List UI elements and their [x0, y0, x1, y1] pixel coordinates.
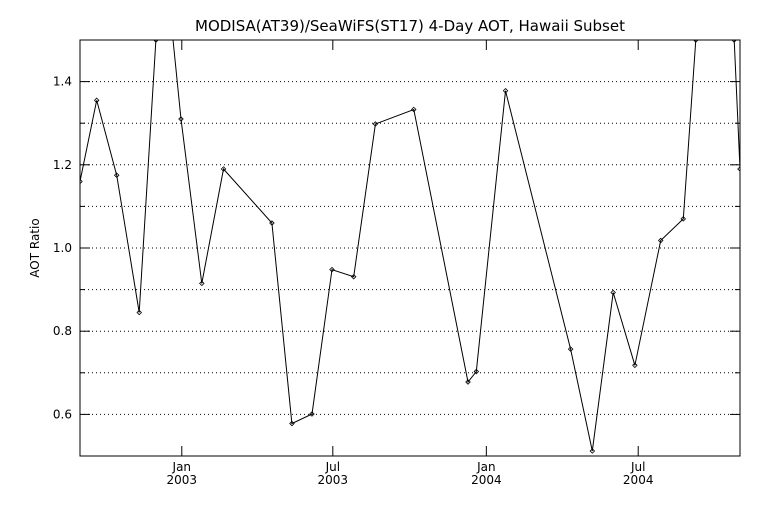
data-point: [309, 411, 315, 417]
plot-area: [80, 34, 740, 454]
x-tick-label-year: 2003: [318, 473, 349, 487]
data-point: [693, 40, 699, 43]
data-point: [199, 280, 205, 287]
y-tick-label: 0.6: [53, 407, 72, 421]
y-tick-label: 0.8: [53, 324, 72, 338]
x-tick-label-month: Jul: [325, 460, 340, 474]
x-tick-label-month: Jul: [630, 460, 645, 474]
data-point: [289, 420, 295, 427]
y-tick-label: 1.0: [53, 241, 72, 255]
data-point: [502, 87, 509, 94]
data-point: [372, 121, 379, 127]
data-point: [269, 220, 275, 226]
data-point: [329, 266, 335, 273]
x-tick-label-month: Jan: [172, 460, 192, 474]
x-tick-label-year: 2004: [623, 473, 654, 487]
data-point: [731, 40, 737, 43]
x-tick-label-year: 2004: [471, 473, 502, 487]
chart-title: MODISA(AT39)/SeaWiFS(ST17) 4-Day AOT, Ha…: [195, 17, 625, 35]
x-tick-label-month: Jan: [476, 460, 496, 474]
data-point: [473, 368, 480, 375]
series-line: [80, 40, 740, 452]
data-point: [680, 216, 687, 222]
data-point: [93, 97, 100, 104]
data-point: [113, 172, 120, 178]
data-point: [350, 273, 357, 280]
y-axis-label: AOT Ratio: [28, 218, 42, 277]
gridlines: [80, 81, 740, 415]
data-point: [589, 448, 596, 454]
data-point: [610, 289, 616, 296]
data-point: [632, 362, 638, 369]
data-point: [410, 106, 417, 113]
data-point: [178, 116, 184, 122]
data-point: [80, 178, 83, 185]
data-point: [220, 166, 227, 172]
data-point: [567, 346, 574, 352]
data-point: [465, 379, 471, 385]
data-point: [136, 309, 143, 316]
data-point: [170, 34, 174, 38]
data-point: [737, 166, 740, 172]
data-point: [657, 237, 664, 244]
x-tick-label-year: 2003: [167, 473, 198, 487]
data-point: [153, 40, 159, 43]
y-axis: 0.6 0.8 1.0 1.2 1.4: [53, 75, 740, 421]
y-tick-label: 1.2: [53, 158, 72, 172]
y-tick-label: 1.4: [53, 75, 72, 89]
